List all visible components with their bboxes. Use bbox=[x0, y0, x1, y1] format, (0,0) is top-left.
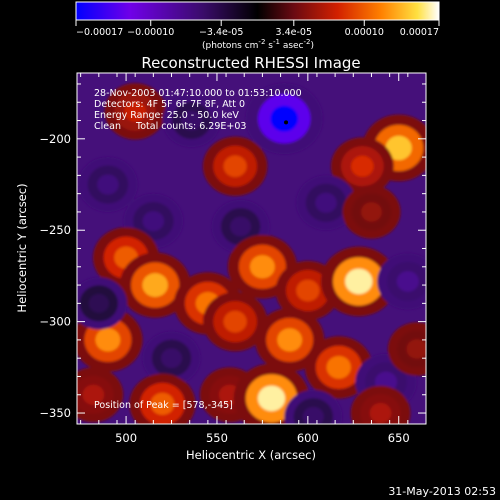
heatmap-area bbox=[77, 73, 426, 424]
x-tick-label: 550 bbox=[206, 431, 228, 445]
x-tick-label: 600 bbox=[297, 431, 319, 445]
heatmap-source-core bbox=[124, 101, 147, 122]
clean-counts-label: Clean Total counts: 6.29E+03 bbox=[94, 121, 246, 132]
y-axis-ticks: −200 −250 −300 −350 bbox=[39, 83, 426, 420]
heatmap-source-core bbox=[142, 211, 165, 232]
time-range-label: 28-Nov-2003 01:47:10.000 to 01:53:10.000 bbox=[94, 88, 302, 99]
energy-range-label: Energy Range: 25.0 - 50.0 keV bbox=[94, 110, 239, 121]
chart-title: Reconstructed RHESSI Image bbox=[141, 54, 360, 72]
heatmap-source-core bbox=[385, 135, 412, 161]
peak-position-label: Position of Peak = [578,-345] bbox=[94, 400, 233, 411]
heatmap-source-core bbox=[270, 105, 299, 132]
y-tick-label: −350 bbox=[39, 406, 71, 420]
colorbar-ticks: −0.00017 −0.00010 −3.4e-05 3.4e-05 0.00010 0.… bbox=[75, 20, 440, 38]
heatmap-source-core bbox=[406, 339, 426, 359]
detectors-label: Detectors: 4F 5F 6F 7F 8F, Att 0 bbox=[94, 99, 245, 110]
heatmap-source-core bbox=[277, 328, 303, 352]
heatmap-source-core bbox=[97, 174, 119, 195]
colorbar-tick-label: −3.4e-05 bbox=[199, 27, 243, 38]
heatmap-source-core bbox=[142, 273, 168, 297]
heatmap-source-core bbox=[161, 348, 182, 368]
heatmap-source-core bbox=[315, 192, 337, 213]
colorbar-units: (photons cm-2 s-1 asec-2) bbox=[202, 38, 314, 51]
heatmap-source-core bbox=[150, 392, 175, 415]
peak-marker bbox=[284, 120, 289, 125]
y-axis-label: Heliocentric Y (arcsec) bbox=[15, 183, 29, 312]
y-tick-label: −200 bbox=[39, 132, 71, 146]
y-tick-label: −250 bbox=[39, 223, 71, 237]
heatmap-source-core bbox=[223, 155, 247, 178]
heatmap-source-core bbox=[326, 355, 351, 379]
colorbar-tick-label: 0.00017 bbox=[400, 27, 439, 38]
colorbar-tick-label: 3.4e-05 bbox=[276, 27, 312, 38]
x-axis-label: Heliocentric X (arcsec) bbox=[186, 448, 316, 462]
footer-timestamp: 31-May-2013 02:53 bbox=[388, 485, 496, 498]
heatmap-source-core bbox=[95, 328, 121, 352]
colorbar-tick-label: 0.00010 bbox=[345, 27, 384, 38]
heatmap-source-core bbox=[88, 293, 109, 313]
heatmap-source-core bbox=[361, 202, 382, 222]
y-tick-label: −300 bbox=[39, 315, 71, 329]
annotations: 28-Nov-2003 01:47:10.000 to 01:53:10.000… bbox=[94, 88, 302, 132]
x-axis-ticks: 500 550 600 650 bbox=[80, 73, 427, 445]
heatmap-source-core bbox=[351, 155, 374, 177]
heatmap-source-core bbox=[396, 271, 419, 292]
peak-label-box: Position of Peak = [578,-345] bbox=[94, 400, 233, 411]
heatmap-source-core bbox=[82, 384, 105, 405]
colorbar bbox=[75, 1, 440, 21]
heatmap-source-core bbox=[249, 255, 275, 279]
x-tick-label: 650 bbox=[388, 431, 410, 445]
heatmap-source-core bbox=[345, 268, 373, 295]
colorbar-tick-label: −0.00017 bbox=[76, 27, 123, 38]
heatmap-source-core bbox=[181, 110, 202, 131]
x-tick-label: 500 bbox=[115, 431, 137, 445]
colorbar-tick-label: −0.00010 bbox=[127, 27, 174, 38]
heatmap-source-core bbox=[230, 216, 252, 237]
heatmap-source-core bbox=[257, 385, 286, 412]
heatmap-source-core bbox=[296, 279, 320, 302]
heatmap-source-core bbox=[223, 310, 247, 333]
heatmap-source-core bbox=[369, 403, 392, 424]
